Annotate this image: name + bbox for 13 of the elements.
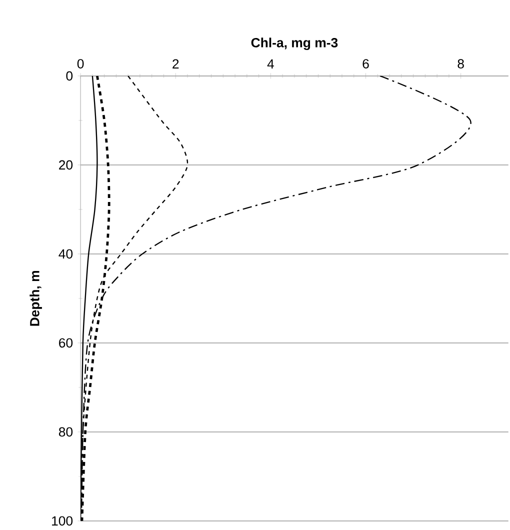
y-tick-label: 80 (58, 427, 72, 437)
y-tick-label: 40 (58, 249, 72, 259)
x-tick-label: 2 (172, 59, 178, 68)
y-tick-label: 60 (58, 338, 72, 348)
x-tick-label: 6 (362, 59, 369, 68)
y-tick-label: 100 (52, 516, 72, 526)
y-axis-title: Depth, m (29, 271, 42, 326)
x-tick-label: 8 (458, 59, 464, 68)
x-tick-label: 4 (267, 59, 274, 68)
x-axis-title: Chl-a, mg m-3 (251, 38, 338, 50)
y-tick-label: 20 (58, 160, 72, 170)
y-tick-label: 0 (66, 71, 72, 81)
x-tick-label: 0 (77, 59, 84, 68)
